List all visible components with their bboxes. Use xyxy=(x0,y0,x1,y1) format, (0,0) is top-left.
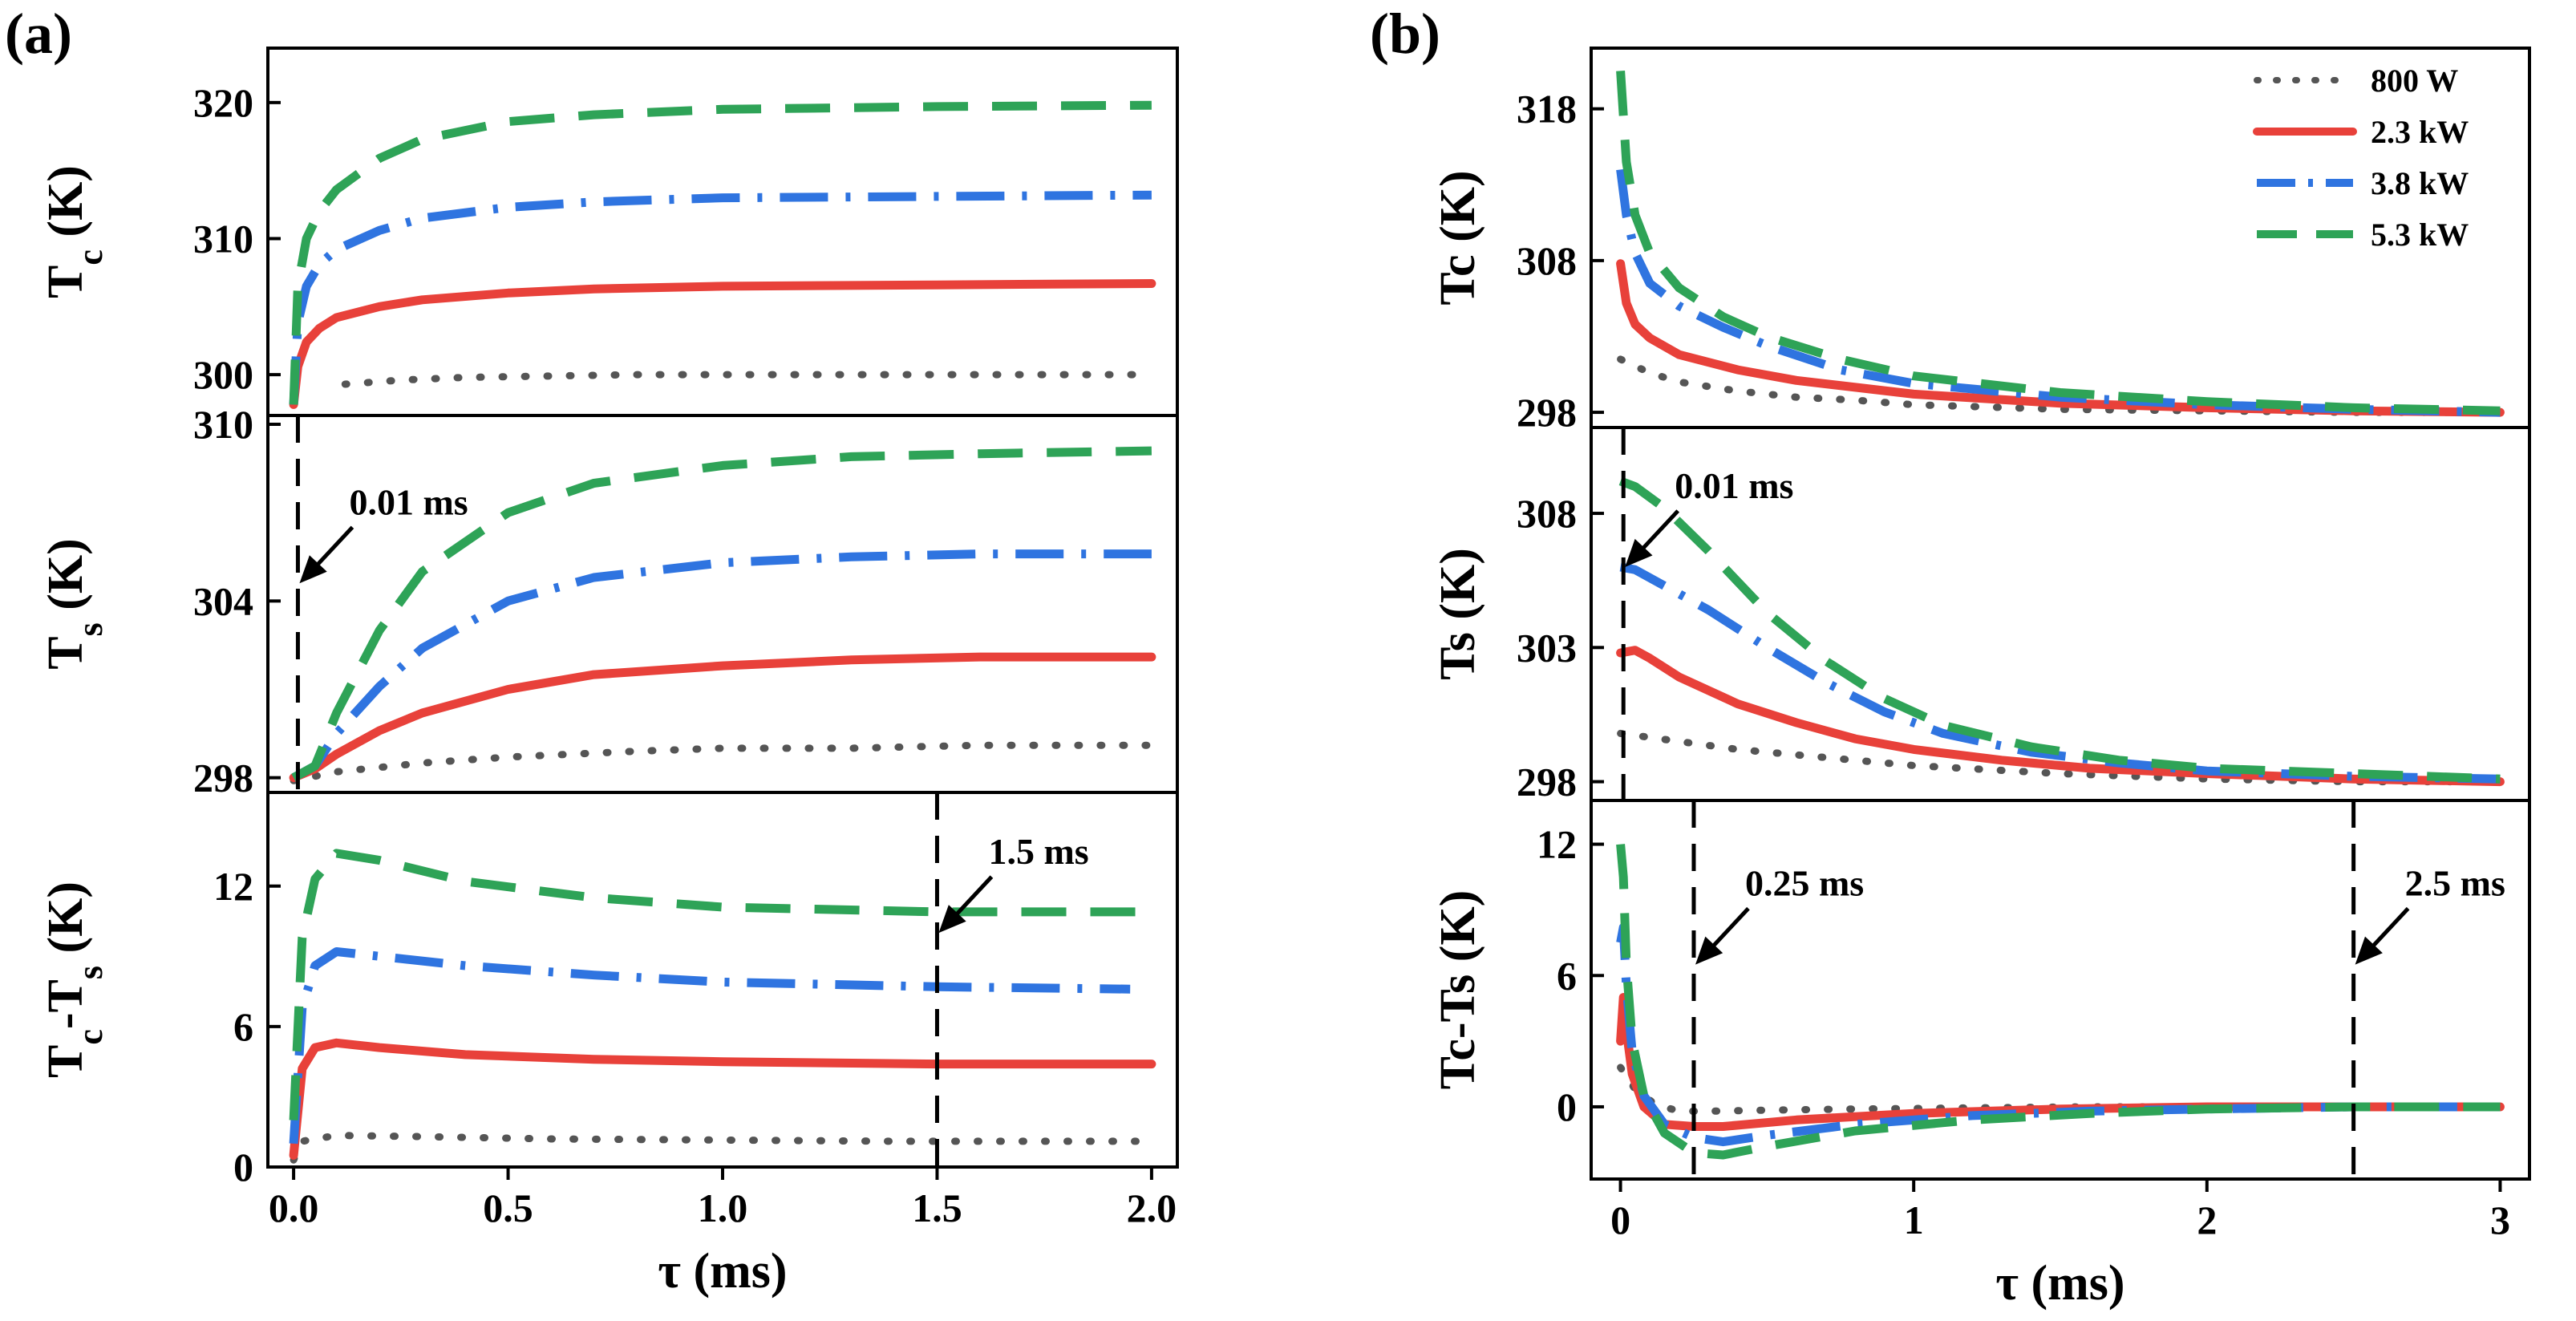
plot-frame xyxy=(1590,799,2531,1181)
series-line-800w xyxy=(290,1132,1156,1164)
y-tick-label: 308 xyxy=(1517,491,1577,536)
y-tick-label: 12 xyxy=(213,864,253,909)
y-tick-label: 6 xyxy=(1557,953,1577,998)
x-tick-label: 1.5 xyxy=(912,1185,962,1230)
y-tick-label: 303 xyxy=(1517,625,1577,670)
series-line-3.8kw xyxy=(291,549,1152,782)
annotation-arrowhead xyxy=(299,555,327,584)
series-line-5.3kw xyxy=(289,100,1152,405)
series-line-5.3kw xyxy=(289,849,1152,1120)
annotation-arrowhead xyxy=(1695,936,1723,965)
y-tick-label: 12 xyxy=(1537,822,1577,867)
series-line-2.3kw xyxy=(289,279,1156,409)
chart-a-mid: 298 304 310 Ts (K) 0.01 ms xyxy=(38,402,1179,800)
x-axis-label: τ (ms) xyxy=(658,1244,787,1299)
plot-frame xyxy=(266,47,1179,417)
panel-label: (a) xyxy=(5,2,72,66)
series-line-5.3kw xyxy=(291,446,1152,782)
y-axis-label: Ts (K) xyxy=(38,538,110,670)
annotation-label: 1.5 ms xyxy=(988,831,1088,872)
y-tick-label: 308 xyxy=(1517,238,1577,283)
y-axis-label: Tc-Ts (K) xyxy=(1431,890,1485,1090)
panel-label: (b) xyxy=(1370,2,1440,66)
x-axis-label: τ (ms) xyxy=(1995,1256,2124,1311)
series-line-800w xyxy=(341,371,1156,388)
x-tick-label: 2.0 xyxy=(1127,1185,1177,1230)
series-line-2.3kw xyxy=(289,652,1156,783)
series-group xyxy=(289,100,1156,409)
y-tick-label: 320 xyxy=(193,80,253,125)
y-tick-label: 6 xyxy=(233,1004,253,1049)
series-group xyxy=(1616,844,2505,1160)
legend-label: 5.3 kW xyxy=(2371,217,2469,253)
series-group xyxy=(289,446,1156,784)
series-line-3.8kw xyxy=(1619,562,2501,784)
chart-a-bot: 0 6 12 0.0 0.5 1.0 1.5 2.0 τ (ms) Tc-Ts (K) 1.5 ms xyxy=(38,791,1179,1299)
annotation-label: 2.5 ms xyxy=(2405,863,2505,904)
y-tick-label: 310 xyxy=(193,402,253,447)
y-tick-label: 0 xyxy=(1557,1084,1577,1129)
annotation-label: 0.25 ms xyxy=(1745,863,1864,904)
series-line-3.8kw xyxy=(289,190,1152,405)
y-tick-label: 304 xyxy=(193,578,253,623)
series-group xyxy=(1616,71,2505,417)
legend-label: 2.3 kW xyxy=(2371,114,2469,150)
y-tick-label: 310 xyxy=(193,216,253,261)
annotation-arrowhead xyxy=(1625,538,1653,567)
series-line-2.3kw xyxy=(289,1038,1156,1160)
series-line-800w xyxy=(1617,729,2504,786)
series-line-5.3kw xyxy=(1618,476,2501,784)
chart-b-mid: 298 303 308 Ts (K) 0.01 ms xyxy=(1431,426,2531,804)
y-axis-label: Tc (K) xyxy=(38,165,110,298)
x-tick-label: 2 xyxy=(2197,1197,2217,1242)
series-line-5.3kw xyxy=(1616,71,2501,415)
annotation-arrowhead xyxy=(2355,936,2383,965)
series-line-5.3kw xyxy=(1616,844,2501,1160)
x-tick-label: 0.0 xyxy=(269,1185,319,1230)
y-tick-label: 0 xyxy=(233,1145,253,1189)
x-tick-label: 1.0 xyxy=(698,1185,748,1230)
plot-frame xyxy=(266,414,1179,794)
y-axis-label: Tc-Ts (K) xyxy=(38,881,110,1078)
annotation-arrowhead xyxy=(938,905,966,934)
y-tick-label: 298 xyxy=(1517,390,1577,435)
x-tick-label: 0.5 xyxy=(483,1185,533,1230)
x-tick-label: 1 xyxy=(1904,1197,1924,1242)
y-axis-label: Tc (K) xyxy=(1431,170,1485,305)
chart-b-top: 298 308 318 Tc (K) (b) 800 W 2.3 kW 3.8 kW 5.3 k… xyxy=(1370,2,2531,435)
series-line-800w xyxy=(290,741,1156,784)
series-group xyxy=(289,849,1156,1164)
legend-label: 800 W xyxy=(2371,63,2458,99)
x-tick-label: 3 xyxy=(2490,1197,2510,1242)
y-tick-label: 318 xyxy=(1517,87,1577,132)
series-line-3.8kw xyxy=(289,947,1131,1145)
legend: 800 W 2.3 kW 3.8 kW 5.3 kW xyxy=(2253,63,2469,253)
y-tick-label: 298 xyxy=(1517,760,1577,804)
series-line-2.3kw xyxy=(1616,646,2505,787)
annotation-label: 0.01 ms xyxy=(349,481,468,522)
legend-label: 3.8 kW xyxy=(2371,165,2469,201)
y-axis-label: Ts (K) xyxy=(1431,548,1485,680)
series-group xyxy=(1616,476,2505,787)
y-tick-label: 298 xyxy=(193,756,253,800)
y-tick-label: 300 xyxy=(193,352,253,397)
x-tick-label: 0 xyxy=(1610,1197,1630,1242)
chart-a-top: 300 310 320 Tc (K) (a) xyxy=(5,2,1179,417)
annotation-label: 0.01 ms xyxy=(1675,465,1793,506)
